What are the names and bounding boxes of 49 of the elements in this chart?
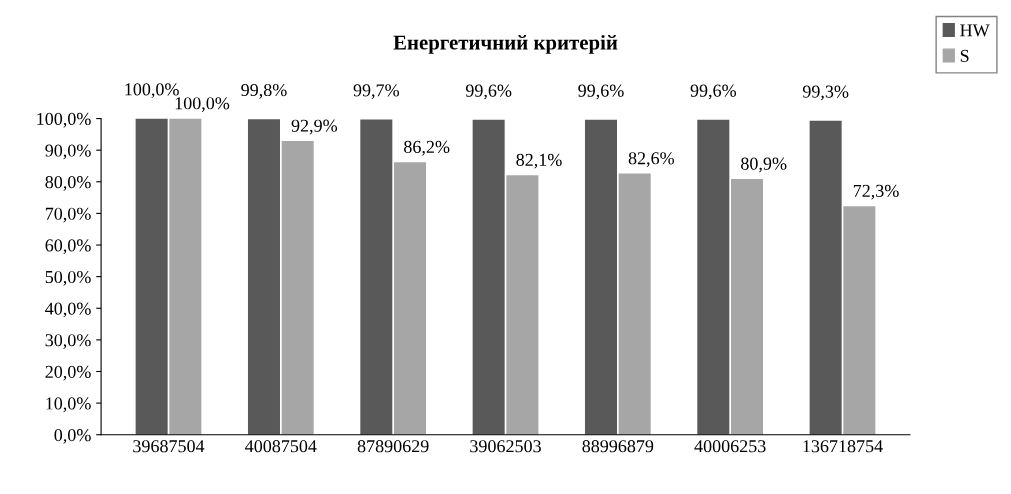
x-tick-label: 40006253 — [694, 440, 766, 453]
y-tick-label: 90,0% — [45, 144, 91, 160]
data-label: 99,6% — [465, 84, 512, 100]
bar — [135, 118, 168, 435]
y-tick-label: 70,0% — [45, 207, 91, 223]
x-tick-label: 88996879 — [582, 440, 654, 453]
bar — [697, 119, 730, 435]
data-label: 82,6% — [628, 152, 675, 167]
y-tick-label: 100,0% — [37, 112, 91, 128]
data-label: 72,3% — [853, 184, 899, 200]
bar — [360, 119, 393, 435]
bar — [472, 119, 505, 435]
data-label: 80,9% — [741, 157, 787, 173]
data-label: 100,0% — [125, 83, 179, 99]
data-label: 99,7% — [353, 84, 400, 99]
y-tick-label: 0,0% — [54, 428, 91, 444]
data-label: 82,1% — [516, 153, 562, 169]
x-tick-label: 39687504 — [133, 440, 205, 453]
bar — [506, 175, 539, 435]
x-tick-label: 39062503 — [470, 440, 541, 453]
bar — [809, 120, 842, 435]
y-tick-label: 80,0% — [45, 176, 91, 191]
y-tick-label: 60,0% — [45, 239, 91, 255]
legend-label: S — [960, 49, 969, 62]
bar — [731, 178, 764, 435]
data-label: 99,6% — [578, 84, 624, 100]
bar — [247, 119, 280, 435]
legend-label: HW — [960, 24, 990, 37]
x-tick-label: 40087504 — [245, 440, 317, 453]
data-label: 99,8% — [241, 83, 287, 99]
y-tick-label: 20,0% — [45, 365, 91, 381]
bar — [281, 141, 314, 435]
bar — [584, 119, 617, 435]
chart-title: Енергетичний критерій — [393, 34, 618, 54]
y-tick-label: 30,0% — [45, 334, 91, 349]
data-label: 86,2% — [404, 140, 450, 156]
x-tick-label: 87890629 — [357, 440, 429, 453]
bar — [843, 206, 876, 435]
bar — [169, 118, 202, 435]
data-label: 92,9% — [291, 119, 338, 135]
bar — [618, 173, 651, 435]
data-label: 100,0% — [175, 97, 230, 112]
bar — [394, 162, 427, 435]
y-tick-label: 40,0% — [45, 302, 91, 318]
x-tick-label: 136718754 — [803, 440, 883, 453]
data-label: 99,3% — [802, 85, 849, 101]
data-label: 99,6% — [690, 84, 737, 100]
y-tick-label: 10,0% — [46, 397, 91, 413]
y-tick-label: 50,0% — [45, 270, 91, 286]
